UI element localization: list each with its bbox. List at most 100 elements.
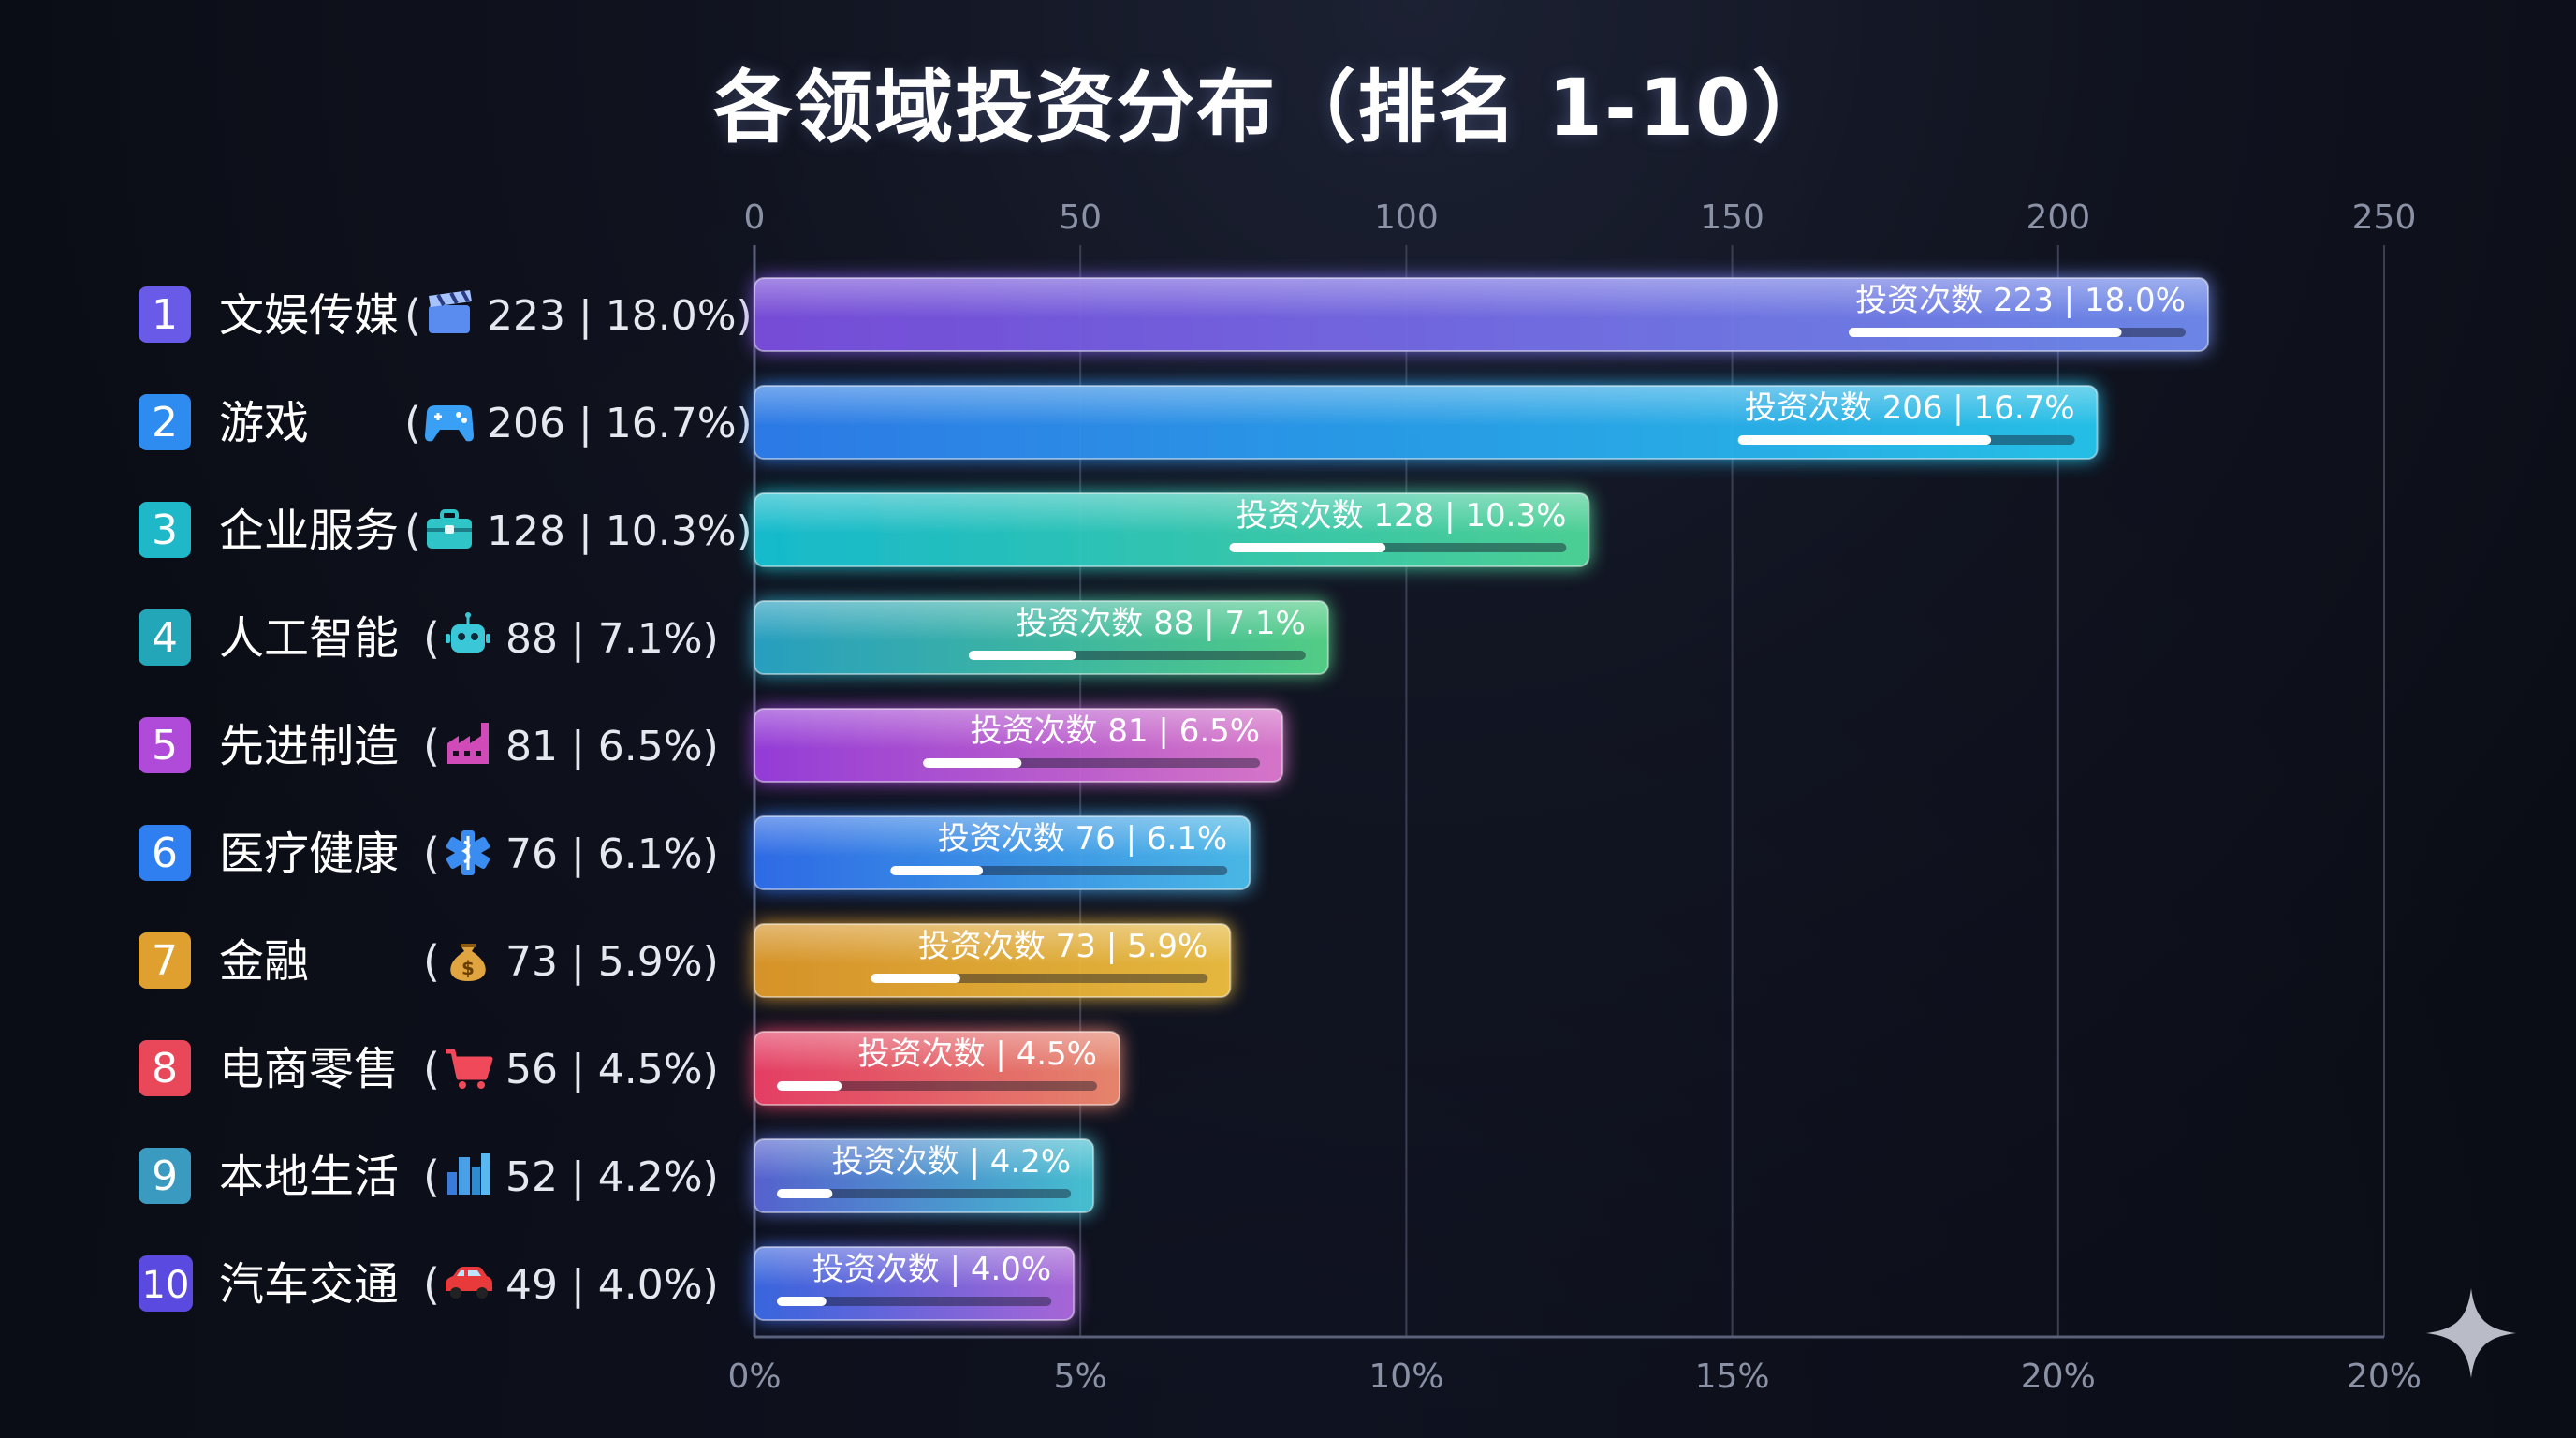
rank-number: 5 (152, 722, 178, 770)
bottom-tick-label: 10% (1368, 1357, 1443, 1396)
mini-fill (968, 651, 1076, 660)
category-name: 企业服务 (219, 505, 399, 557)
svg-text:$: $ (461, 957, 475, 979)
category-name: 电商零售 (219, 1043, 399, 1095)
rank-number: 4 (152, 614, 178, 662)
rank-badge (139, 1040, 191, 1096)
mini-track (777, 1297, 1052, 1306)
category-name: 先进制造 (219, 720, 399, 772)
open-paren: ( (404, 290, 421, 341)
rank-number: 2 (152, 399, 178, 447)
category-row: 4 人工智能 (88 | 7.1%) 投资次数 88 | 7.1% (139, 600, 1329, 675)
mini-fill (1848, 328, 2122, 337)
value-label: 52 | 4.2%) (505, 1153, 719, 1201)
bar-label: 投资次数 88 | 7.1% (1016, 605, 1306, 642)
category-name: 本地生活 (219, 1151, 399, 1203)
top-tick-label: 200 (2026, 198, 2090, 237)
category-row: 10 汽车交通 (49 | 4.0%) 投资次数 | 4.0% (139, 1246, 1076, 1321)
bottom-tick-label: 0% (727, 1357, 781, 1396)
open-paren: ( (404, 506, 421, 556)
city-icon (447, 1153, 490, 1195)
rank-badge (139, 932, 191, 989)
value-label: 206 | 16.7%) (487, 400, 753, 448)
shopping-cart-icon (446, 1049, 493, 1089)
value-label: 128 | 10.3%) (487, 507, 753, 555)
rank-badge (139, 394, 191, 450)
bar-highlight (754, 1247, 1075, 1320)
mini-track (777, 1081, 1097, 1091)
clapperboard-icon (429, 290, 472, 333)
money-bag-icon: $ (450, 944, 486, 981)
category-row: 5 先进制造 (81 | 6.5%) 投资次数 81 | 6.5% (139, 708, 1284, 783)
robot-icon (446, 612, 490, 653)
mini-fill (777, 1297, 827, 1306)
mini-fill (890, 866, 984, 875)
bar-outline (754, 600, 1329, 675)
rank-number: 3 (152, 506, 178, 554)
bar-highlight (754, 1032, 1120, 1105)
top-tick-label: 150 (1700, 198, 1764, 237)
bar-outline (754, 1246, 1076, 1321)
rank-badge (139, 825, 191, 881)
medical-star-icon (446, 830, 490, 875)
value-label: 76 | 6.1%) (505, 830, 719, 878)
bar-outline (754, 277, 2209, 352)
mini-fill (871, 974, 960, 983)
category-name: 游戏 (219, 397, 309, 449)
category-row: 1 文娱传媒(223 | 18.0%) 投资次数 223 | 18.0% (139, 277, 2209, 352)
category-name: 金融 (219, 935, 309, 988)
bar-outline (754, 708, 1284, 783)
category-rows: 1 文娱传媒(223 | 18.0%) 投资次数 223 | 18.0%2 游戏(20… (139, 277, 2209, 1321)
bottom-tick-label: 5% (1054, 1357, 1107, 1396)
bar-label: 投资次数 | 4.0% (812, 1251, 1051, 1288)
open-paren: ( (404, 398, 421, 448)
gamepad-icon (425, 405, 474, 442)
bar-highlight (754, 816, 1251, 889)
value-label: 81 | 6.5%) (505, 723, 719, 770)
category-row: 2 游戏 (206 | 16.7%) 投资次数 206 | 16.7% (139, 385, 2099, 460)
rank-badge (139, 502, 191, 558)
rank-badge (139, 609, 191, 666)
bar-label: 投资次数 76 | 6.1% (938, 820, 1228, 858)
bar-label: 投资次数 73 | 5.9% (918, 928, 1208, 965)
bar-outline (754, 1138, 1095, 1213)
bar-highlight (754, 709, 1283, 782)
rank-number: 7 (152, 937, 178, 985)
category-row: 3 企业服务(128 | 10.3%) 投资次数 128 | 10.3% (139, 492, 1590, 567)
value-label: 73 | 5.9%) (505, 938, 719, 986)
bar-label: 投资次数 128 | 10.3% (1237, 497, 1567, 535)
mini-fill (1737, 435, 1992, 445)
rank-number: 1 (152, 291, 178, 339)
chart-title: 各领域投资分布（排名 1-10） (713, 62, 1833, 154)
bar-outline (754, 1031, 1120, 1106)
bottom-tick-label: 15% (1695, 1357, 1770, 1396)
briefcase-icon (427, 509, 472, 549)
bottom-axis: 0% 5% 10% 15% 20% 20% (727, 1357, 2422, 1396)
rank-badge (139, 717, 191, 773)
bar-highlight (754, 1139, 1094, 1212)
category-name: 汽车交通 (219, 1258, 399, 1311)
open-paren: ( (423, 1259, 440, 1310)
factory-icon (447, 723, 489, 764)
open-paren: ( (423, 1152, 440, 1202)
bottom-tick-label: 20% (2021, 1357, 2096, 1396)
top-tick-label: 50 (1059, 198, 1102, 237)
bar-outline (754, 385, 2099, 460)
car-icon (446, 1267, 492, 1299)
bar-outline (754, 923, 1232, 998)
top-tick-label: 0 (744, 198, 766, 237)
sparkle-icon (2426, 1288, 2516, 1378)
bar-outline (754, 492, 1590, 567)
open-paren: ( (423, 936, 440, 987)
bar-label: 投资次数 223 | 18.0% (1855, 282, 2186, 319)
top-tick-label: 100 (1374, 198, 1439, 237)
bar-label: 投资次数 206 | 16.7% (1745, 389, 2075, 427)
bar-highlight (754, 278, 2208, 351)
mini-track (777, 1189, 1072, 1198)
mini-fill (1229, 543, 1386, 552)
value-label: 49 | 4.0%) (505, 1261, 719, 1309)
bar-outline (754, 815, 1251, 890)
bar-label: 投资次数 | 4.2% (832, 1143, 1071, 1181)
category-name: 文娱传媒 (219, 289, 399, 342)
